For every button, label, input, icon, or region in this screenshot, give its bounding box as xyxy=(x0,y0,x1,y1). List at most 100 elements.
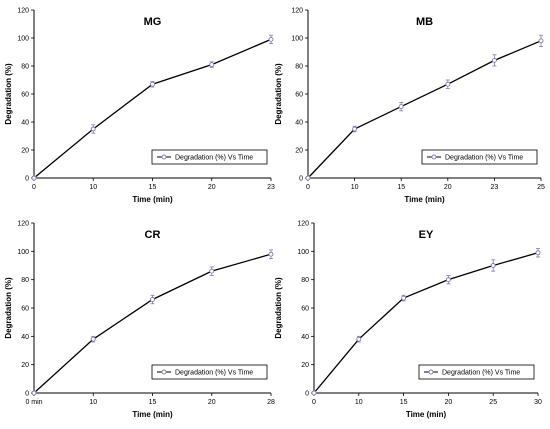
data-point xyxy=(150,297,155,302)
data-point xyxy=(90,336,96,342)
legend-box xyxy=(418,364,535,380)
legend-marker xyxy=(161,369,167,375)
y-tick-label: 0 xyxy=(25,176,29,183)
x-tick-label: 15 xyxy=(149,184,157,191)
y-tick-label: 40 xyxy=(21,120,29,127)
x-tick-label: 15 xyxy=(397,184,405,191)
chart-panel-mb: 0 20 40 60 80 100 120 0 10 15 20 23 25 Degradation (%… xyxy=(270,0,550,212)
legend: Degradation (%) Vs Time xyxy=(421,149,538,165)
y-tick-label: 100 xyxy=(291,36,303,43)
x-axis-title: Time (min) xyxy=(404,195,445,204)
data-point xyxy=(268,251,274,257)
legend-label: Degradation (%) Vs Time xyxy=(442,370,520,377)
chart-ey: 0 20 40 60 80 100 120 0 10 15 20 25 30 Degradation (%… xyxy=(274,221,542,420)
legend-marker xyxy=(431,154,437,160)
x-axis-title: Time (min) xyxy=(132,410,173,419)
y-tick-label: 120 xyxy=(291,8,303,15)
chart-panel-mg: 0 20 40 60 80 100 120 0 10 15 20 23 Degradation (%) T… xyxy=(0,0,282,212)
data-point xyxy=(401,295,407,301)
legend-box xyxy=(151,149,268,165)
y-tick-label: 80 xyxy=(301,277,309,284)
series-line xyxy=(307,40,542,179)
y-tick-label: 60 xyxy=(295,92,303,99)
x-tick-label: 20 xyxy=(444,184,452,191)
y-tick-label: 0 xyxy=(299,176,303,183)
x-tick-label: 15 xyxy=(149,399,157,406)
series-line xyxy=(313,252,539,394)
x-tick-label: 15 xyxy=(400,399,408,406)
legend-label: Degradation (%) Vs Time xyxy=(445,155,523,162)
data-point xyxy=(535,250,541,256)
chart-title: MB xyxy=(416,16,433,28)
x-tick-label: 10 xyxy=(89,184,97,191)
x-tick-label: 10 xyxy=(89,399,97,406)
y-tick-label: 20 xyxy=(21,362,29,369)
y-tick-label: 60 xyxy=(21,306,29,313)
chart-panel-ey: 0 20 40 60 80 100 120 0 10 15 20 25 30 Degradation (%… xyxy=(270,212,550,424)
data-point xyxy=(268,36,274,42)
y-axis-title: Degradation (%) xyxy=(274,63,283,125)
y-tick-label: 100 xyxy=(297,249,309,256)
data-point xyxy=(90,126,96,132)
y-tick-label: 40 xyxy=(21,334,29,341)
legend-box xyxy=(151,364,268,380)
data-point xyxy=(356,336,362,342)
x-tick-label: 10 xyxy=(351,184,359,191)
data-point xyxy=(352,126,358,132)
chart-title: EY xyxy=(419,229,434,241)
y-tick-label: 120 xyxy=(17,8,29,15)
y-tick-label: 0 xyxy=(25,391,29,398)
y-tick-label: 20 xyxy=(301,362,309,369)
data-point xyxy=(305,175,311,181)
y-tick-label: 40 xyxy=(295,120,303,127)
chart-mb: 0 20 40 60 80 100 120 0 10 15 20 23 25 Degradation (%… xyxy=(274,8,545,205)
y-axis-title: Degradation (%) xyxy=(274,277,283,339)
y-tick-label: 120 xyxy=(297,221,309,228)
data-point xyxy=(209,62,215,68)
y-tick-label: 20 xyxy=(295,148,303,155)
x-tick-label: 30 xyxy=(534,399,542,406)
x-tick-label: 23 xyxy=(491,184,499,191)
y-axis-title: Degradation (%) xyxy=(4,277,13,339)
x-tick-label: 20 xyxy=(445,399,453,406)
y-tick-label: 20 xyxy=(21,148,29,155)
x-axis-title: Time (min) xyxy=(406,410,447,419)
data-point xyxy=(311,390,317,396)
x-tick-label: 25 xyxy=(489,399,497,406)
chart-mg: 0 20 40 60 80 100 120 0 10 15 20 23 Degradation (%) T… xyxy=(4,8,275,205)
x-tick-label: 0 xyxy=(32,184,36,191)
data-point xyxy=(445,81,451,87)
chart-cr: 0 20 40 60 80 100 120 0 min 10 15 20 28 Degradation … xyxy=(4,221,275,420)
y-tick-label: 40 xyxy=(301,334,309,341)
data-point xyxy=(490,263,496,268)
chart-panel-cr: 0 20 40 60 80 100 120 0 min 10 15 20 28 Degradation … xyxy=(0,212,282,424)
data-point xyxy=(445,277,451,283)
data-point xyxy=(491,57,497,63)
legend: Degradation (%) Vs Time xyxy=(151,149,268,165)
legend-label: Degradation (%) Vs Time xyxy=(175,370,253,377)
x-tick-label: 20 xyxy=(208,399,216,406)
legend-marker xyxy=(161,154,167,160)
x-tick-label: 20 xyxy=(208,184,216,191)
y-tick-label: 100 xyxy=(17,36,29,43)
x-tick-label: 10 xyxy=(355,399,363,406)
y-tick-label: 60 xyxy=(301,306,309,313)
legend-box xyxy=(421,149,538,165)
x-tick-label: 0 xyxy=(312,399,316,406)
data-point xyxy=(150,81,155,87)
legend-marker xyxy=(428,369,434,375)
y-tick-label: 60 xyxy=(21,92,29,99)
y-tick-label: 80 xyxy=(21,277,29,284)
x-tick-label: 25 xyxy=(537,184,545,191)
y-tick-label: 80 xyxy=(21,64,29,71)
legend-label: Degradation (%) Vs Time xyxy=(175,155,253,162)
chart-title: CR xyxy=(145,229,161,241)
x-axis-title: Time (min) xyxy=(132,195,173,204)
x-tick-label: 23 xyxy=(267,184,275,191)
x-tick-label: 0 min xyxy=(25,399,42,406)
y-axis-title: Degradation (%) xyxy=(4,63,13,125)
x-tick-label: 28 xyxy=(267,399,275,406)
y-tick-label: 100 xyxy=(17,249,29,256)
data-point xyxy=(31,175,37,181)
